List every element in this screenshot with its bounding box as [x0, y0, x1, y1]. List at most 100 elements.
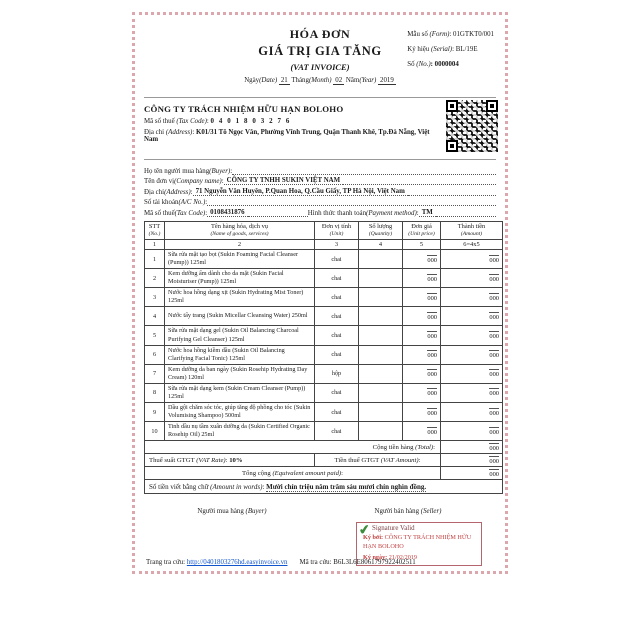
masked-amount: 000 — [489, 350, 499, 360]
masked-amount: 000 — [489, 426, 499, 436]
item-qty — [358, 382, 403, 403]
vat-amount-cell: Tiền thuế GTGT (VAT Amount): — [314, 453, 441, 468]
vat-rate-label: Thuế suất GTGT — [149, 456, 197, 464]
item-amount: 000 — [440, 287, 503, 308]
dotted-leader — [435, 205, 496, 217]
item-price: 000 — [402, 306, 441, 327]
item-name: Nước hoa hồng dạng xịt (Sukin Hydrating … — [164, 287, 315, 308]
header-unit: Đơn vị tính (Unit) — [314, 220, 359, 241]
buyer-company-value: CÔNG TY TNHH SUKIN VIỆT NAM — [223, 177, 344, 185]
header-quantity-en: (Quantity) — [368, 230, 393, 237]
col-num-5: 5 — [402, 239, 441, 251]
number-label-en: (No.) — [416, 61, 431, 68]
payment-method-value: TM — [418, 209, 436, 217]
item-name: Kem dưỡng ẩm dành cho da mặt (Sukin Faci… — [164, 268, 315, 289]
buyer-address-label: Địa chỉ — [144, 188, 165, 196]
item-amount: 000 — [440, 363, 503, 384]
table-row: 10 Tinh dầu nụ tầm xuân dưỡng da (Sukin … — [144, 421, 503, 442]
digital-signature-box: ✔ Signature Valid Ký bởi: CÔNG TY TRÁCH … — [356, 521, 482, 567]
colon: : — [205, 209, 208, 217]
masked-price: 000 — [427, 388, 437, 398]
item-unit: chai — [314, 325, 359, 346]
item-unit: chai — [314, 306, 359, 327]
dotted-leader — [232, 163, 496, 175]
masked-price: 000 — [427, 292, 437, 302]
table-row: 1 Sữa rửa mặt tạo bọt (Sukin Foaming Fac… — [144, 249, 503, 270]
serial-value: : BL/19E — [452, 46, 478, 53]
header-quantity-vn: Số lượng — [368, 222, 393, 230]
column-number-row: 1 2 3 4 5 6=4x5 — [144, 239, 503, 251]
masked-amount: 000 — [489, 254, 499, 264]
signature-labels: Người mua hàng (Buyer) Người bán hàng (S… — [144, 508, 496, 515]
colon: : — [341, 469, 344, 477]
dotted-leader — [207, 195, 496, 206]
item-unit: chai — [314, 249, 359, 270]
signature-valid-text: Signature Valid — [372, 525, 415, 533]
colon: : — [190, 188, 193, 196]
masked-amount: 000 — [489, 369, 499, 379]
date-month-value: 02 — [333, 77, 345, 85]
seller-tax-label-en: (Tax Code) — [176, 118, 207, 125]
buyer-address-label-en: (Address) — [164, 188, 191, 196]
lookup-url-link[interactable]: http://0401803276hd.easyinvoice.vn — [186, 559, 288, 566]
buyer-address-value: 71 Nguyễn Văn Huyên, P.Quan Hoa, Q.Cầu G… — [192, 188, 408, 196]
table-row: 8 Sữa rửa mặt dạng kem (Sukin Cream Clea… — [144, 382, 503, 403]
header-stt-en: (No.) — [148, 230, 161, 237]
number-label: Số — [407, 61, 417, 68]
date-day-value: 21 — [278, 77, 290, 85]
amount-in-words-row: Số tiền viết bằng chữ (Amount in words):… — [144, 479, 503, 495]
header-unit-vn: Đơn vị tính — [321, 222, 352, 230]
serial-row: Ký hiệu (Serial): BL/19E — [407, 46, 494, 53]
payment-method-label: Hình thức thanh toán — [307, 209, 367, 217]
item-unit: chai — [314, 268, 359, 289]
subtotal-amount: 000 — [440, 440, 503, 455]
item-unit: chai — [314, 421, 359, 442]
checkmark-icon: ✔ — [357, 521, 371, 538]
header-unit-price-vn: Đơn giá — [411, 222, 432, 230]
colon: : — [416, 209, 419, 217]
seller-address-label: Địa chỉ — [144, 129, 166, 136]
words-label: Số tiền viết bằng chữ — [149, 482, 211, 491]
invoice-number-row: Số (No.): 0000004 — [407, 61, 494, 68]
vat-amount-label-en: (VAT Amount) — [380, 456, 419, 464]
seller-tax-value: 0 4 0 1 8 0 3 2 7 6 — [210, 118, 291, 125]
buyer-tax-label-en: (Tax Code) — [174, 209, 206, 217]
item-name: Dầu gội chăm sóc tóc, giúp tăng độ phồng… — [164, 401, 315, 423]
item-amount: 000 — [440, 306, 503, 327]
colon: : — [206, 118, 211, 125]
colon: : — [225, 456, 230, 464]
item-no: 2 — [144, 268, 165, 289]
form-label: Mẫu số — [407, 31, 430, 38]
item-price: 000 — [402, 344, 441, 365]
month-label-en: (Month) — [308, 77, 332, 84]
invoice-date-line: Ngày(Date) 21 Tháng(Month) 02 Năm(Year) … — [144, 77, 496, 85]
lookup-code-label: Mã tra cứu: — [299, 559, 334, 566]
masked-grand-total: 000 — [489, 468, 499, 478]
item-amount: 000 — [440, 249, 503, 270]
buyer-sign-en: (Buyer) — [245, 508, 267, 516]
seller-section: CÔNG TY TRÁCH NHIỆM HỮU HẠN BOLOHO Mã số… — [144, 100, 498, 156]
signed-date-label: Ký ngày: — [363, 553, 389, 561]
qr-code-icon — [446, 100, 498, 152]
item-price: 000 — [402, 287, 441, 308]
masked-price: 000 — [427, 426, 437, 436]
item-name: Sữa rửa mặt dạng gel (Sukin Oil Balancin… — [164, 325, 315, 346]
table-row: 6 Nước hoa hồng kiềm dầu (Sukin Oil Bala… — [144, 344, 503, 365]
header-name-vn: Tên hàng hóa, dịch vụ — [211, 222, 268, 230]
subtotal-label: Cộng tiền hàng (Total): — [144, 440, 441, 455]
header-amount: Thành tiền (Amount) — [440, 220, 503, 241]
masked-price: 000 — [427, 273, 437, 283]
seller-tax-label: Mã số thuế — [144, 118, 177, 125]
header-stt-vn: STT — [148, 222, 161, 230]
item-unit: chai — [314, 287, 359, 308]
seller-company-name: CÔNG TY TRÁCH NHIỆM HỮU HẠN BOLOHO — [144, 104, 344, 114]
month-label: Tháng — [291, 77, 309, 84]
header-quantity: Số lượng (Quantity) — [358, 220, 403, 241]
table-row: 4 Nước tẩy trang (Sukin Micellar Cleansi… — [144, 306, 503, 327]
item-amount: 000 — [440, 421, 503, 442]
invoice-header: HÓA ĐƠN GIÁ TRỊ GIA TĂNG (VAT INVOICE) N… — [144, 20, 496, 94]
colon: : — [205, 199, 208, 206]
form-number-row: Mẫu số (Form): 01GTKT0/001 — [407, 31, 494, 38]
vat-rate-label-en: (VAT Rate) — [196, 456, 226, 464]
item-price: 000 — [402, 268, 441, 289]
